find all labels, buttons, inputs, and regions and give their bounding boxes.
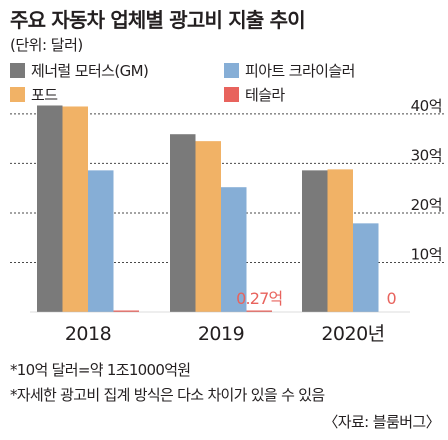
bar-2019-0 [170,134,196,312]
bar-2018-0 [37,105,63,312]
bar-2018-3 [113,310,139,312]
legend-swatch-ford [10,87,25,102]
bar-2019-1 [195,141,221,312]
y-tick-label-30: 30억 [411,146,442,164]
y-tick-label-10: 10억 [411,245,442,263]
bar-2018-2 [88,170,114,312]
legend-label-ford: 포드 [31,86,58,104]
footnote-method: *자세한 광고비 집계 방식은 다소 차이가 있을 수 있음 [10,386,325,404]
legend-label-fiat: 피아트 크라이슬러 [245,62,355,80]
chart-title: 주요 자동차 업체별 광고비 지출 추이 [10,8,306,32]
unit-label: (단위: 달러) [10,36,83,54]
bar-2020년-1 [327,169,353,312]
y-tick-label-40: 40억 [411,97,442,115]
data-label-0: 0.27억 [236,289,282,308]
legend-label-gm: 제너럴 모터스(GM) [31,62,149,80]
legend-swatch-gm [10,63,25,78]
data-label-1: 0 [387,289,397,308]
legend-item-gm: 제너럴 모터스(GM) [10,60,149,81]
source-label: 〈자료: 블룸버그〉 [323,413,440,431]
bar-2020년-0 [302,170,328,312]
x-tick-label-2: 2020년 [321,323,384,345]
x-tick-label-1: 2019 [198,323,244,345]
bar-2019-2 [221,187,247,312]
legend-item-ford: 포드 [10,84,58,105]
x-tick-label-0: 2018 [65,323,111,345]
legend-swatch-fiat [224,63,239,78]
bar-2020년-2 [353,223,379,312]
bar-2018-1 [62,106,88,312]
legend-item-tesla: 테슬라 [224,84,285,105]
footnote-exchange-rate: *10억 달러=약 1조1000억원 [10,361,191,379]
legend-swatch-tesla [224,87,239,102]
legend-label-tesla: 테슬라 [245,86,285,104]
y-tick-label-20: 20억 [411,196,442,214]
legend-item-fiat: 피아트 크라이슬러 [224,60,355,81]
bar-2019-3 [246,310,272,312]
